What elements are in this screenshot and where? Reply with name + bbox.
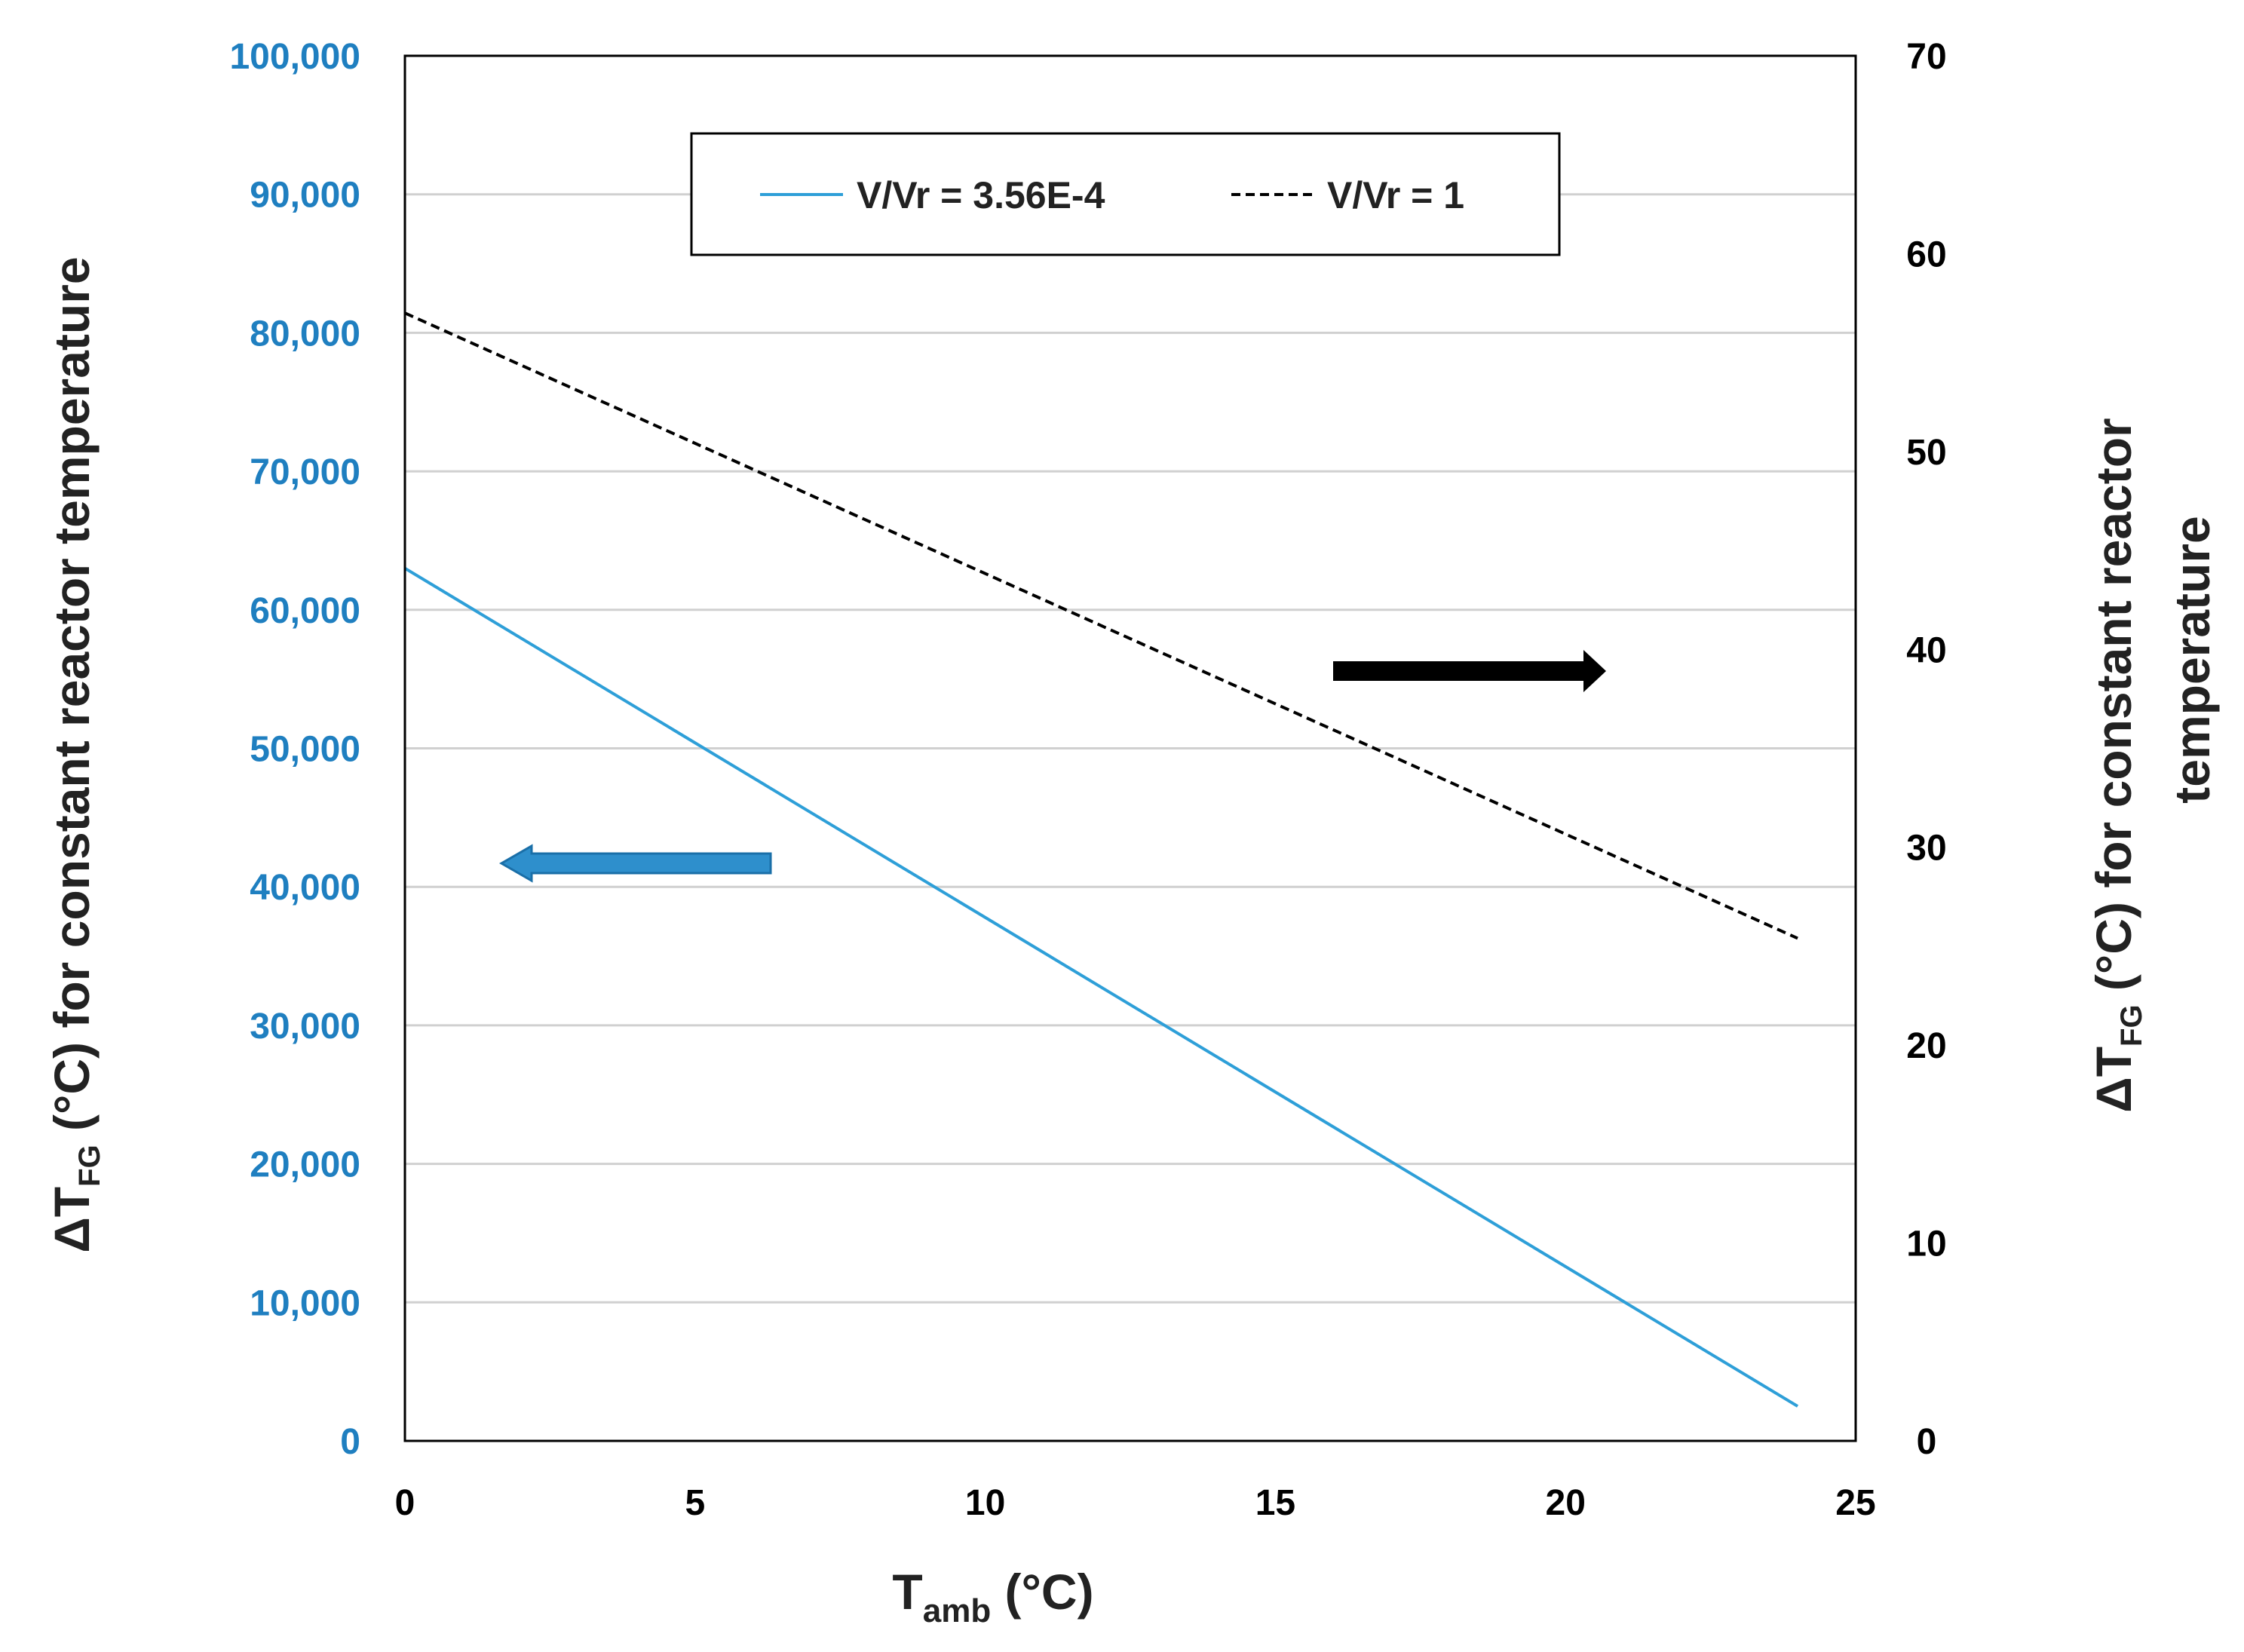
- y-left-title-sub: FG: [73, 1145, 106, 1187]
- y-right-tick-label: 60: [1906, 234, 1946, 274]
- y-right-tick-label: 70: [1906, 37, 1946, 77]
- x-tick-label: 20: [1546, 1483, 1586, 1523]
- x-tick-label: 15: [1255, 1483, 1295, 1523]
- right-axis-ticks: 0 10 20 30 40 50 60 70: [1906, 37, 1946, 1462]
- left-arrow-shape: [498, 844, 772, 883]
- y-right-tick-label: 40: [1906, 630, 1946, 670]
- x-tick-label: 0: [395, 1483, 415, 1523]
- y-left-tick-label: 60,000: [250, 591, 360, 631]
- y-left-tick-label: 0: [340, 1422, 360, 1462]
- y-right-title-sub: FG: [2115, 1004, 2148, 1047]
- y-left-title-post: (°C) for constant reactor temperature: [44, 256, 100, 1145]
- x-axis-ticks: 0 5 10 15 20 25: [395, 1483, 1876, 1523]
- right-axis-arrow: [1333, 650, 1606, 692]
- y-left-tick-label: 40,000: [250, 868, 360, 908]
- x-title-main: T: [892, 1564, 922, 1620]
- series-line-dashed: [404, 311, 1798, 940]
- y-left-tick-label: 50,000: [250, 730, 360, 770]
- series-line-blue: [403, 566, 1799, 1408]
- y-left-tick-label: 90,000: [250, 176, 360, 216]
- x-tick-label: 5: [685, 1483, 705, 1523]
- y-left-tick-label: 30,000: [250, 1007, 360, 1047]
- y-left-tick-label: 70,000: [250, 452, 360, 492]
- y-right-title-post: (°C) for constant reactor: [2086, 418, 2141, 1004]
- x-title-tail: (°C): [991, 1564, 1093, 1620]
- y-left-tick-label: 100,000: [229, 37, 360, 77]
- y-left-tick-label: 10,000: [250, 1283, 360, 1323]
- legend: V/Vr = 3.56E-4 V/Vr = 1: [690, 132, 1561, 256]
- x-tick-label: 25: [1835, 1483, 1875, 1523]
- left-axis-arrow: [498, 844, 772, 883]
- plot-frame: [403, 54, 1857, 1442]
- y-left-tick-label: 80,000: [250, 314, 360, 354]
- series-layer: [403, 311, 1799, 1408]
- y-right-axis-title: ΔTFG (°C) for constant reactor: [2086, 418, 2148, 1112]
- y-right-axis-title-line2: temperature: [2164, 516, 2220, 803]
- x-title-sub: amb: [923, 1592, 991, 1629]
- right-arrow-shape: [1333, 650, 1606, 692]
- y-right-tick-label: 0: [1917, 1422, 1937, 1462]
- y-left-axis-title: ΔTFG (°C) for constant reactor temperatu…: [44, 256, 106, 1252]
- y-left-tick-label: 20,000: [250, 1145, 360, 1185]
- legend-label-blue: V/Vr = 3.56E-4: [857, 174, 1105, 216]
- y-right-tick-label: 20: [1906, 1026, 1946, 1066]
- y-right-title-pre: ΔT: [2086, 1047, 2141, 1113]
- left-axis-ticks: 0 10,000 20,000 30,000 40,000 50,000 60,000 70,…: [229, 37, 360, 1462]
- x-axis-title: Tamb (°C): [892, 1564, 1093, 1629]
- y-right-tick-label: 30: [1906, 829, 1946, 869]
- y-right-tick-label: 10: [1906, 1224, 1946, 1264]
- y-right-tick-label: 50: [1906, 433, 1946, 473]
- x-tick-label: 10: [965, 1483, 1005, 1523]
- y-left-title-pre: ΔT: [44, 1187, 100, 1253]
- legend-label-dashed: V/Vr = 1: [1327, 174, 1464, 216]
- gridlines: [405, 193, 1856, 1304]
